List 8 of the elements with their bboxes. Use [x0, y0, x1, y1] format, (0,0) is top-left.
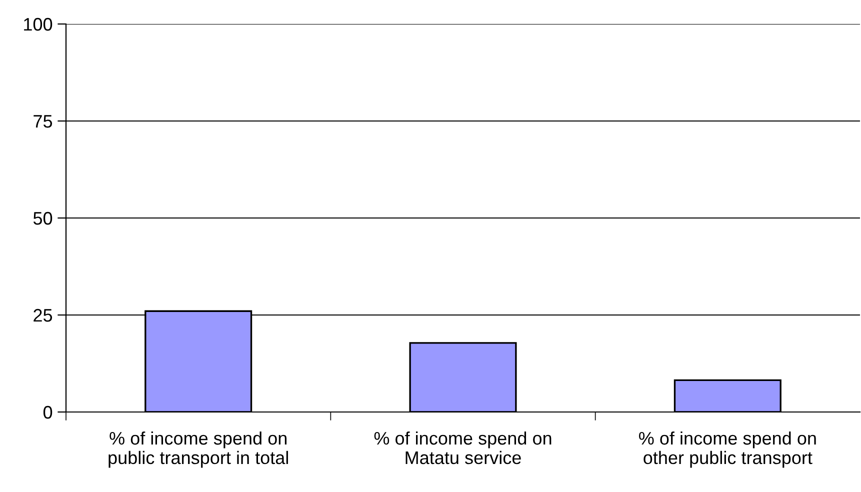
y-tick-label: 100 — [24, 18, 52, 31]
x-tick-label: % of income spend on public transport in total — [108, 431, 288, 468]
x-tick-label: % of income spend on other public transport — [638, 431, 816, 468]
y-tick-label: 75 — [34, 115, 52, 128]
y-tick-label: 0 — [43, 406, 52, 419]
x-tick-label: % of income spend on Matatu service — [374, 431, 552, 464]
y-tick-label: 25 — [34, 308, 52, 322]
y-tick-label: 50 — [33, 212, 52, 225]
